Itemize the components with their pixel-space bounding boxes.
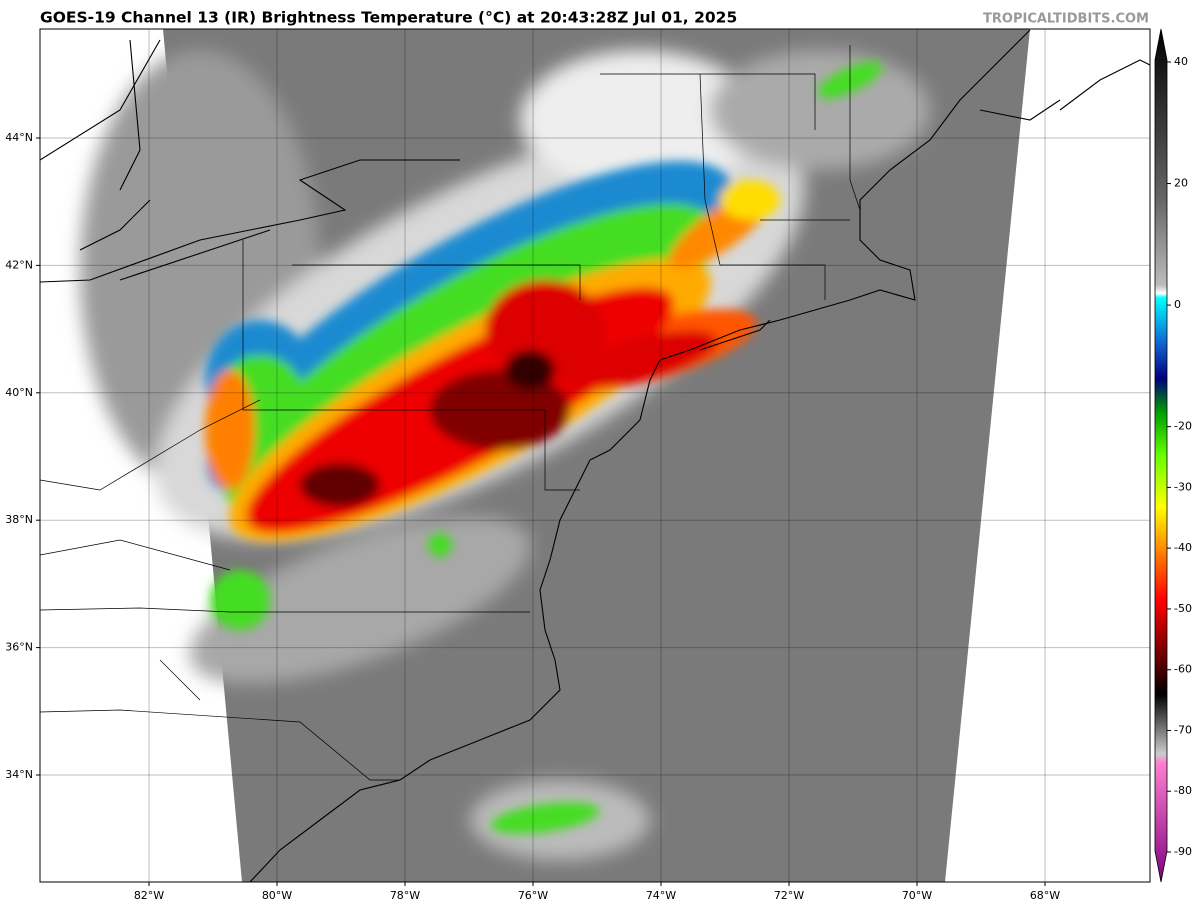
- lon-label: 80°W: [262, 889, 292, 902]
- lat-label: 42°N: [5, 258, 33, 271]
- map-frame: [39, 28, 1151, 883]
- lat-label: 40°N: [5, 386, 33, 399]
- colorbar-label: -90: [1174, 845, 1192, 858]
- atlantic-coast: [249, 29, 1031, 882]
- watermark: TROPICALTIDBITS.COM: [983, 12, 1149, 27]
- nova-scotia: [979, 59, 1150, 121]
- lon-label: 70°W: [902, 889, 932, 902]
- lon-label: 82°W: [134, 889, 164, 902]
- colorbar-label: -30: [1174, 480, 1192, 493]
- colorbar-label: -20: [1174, 420, 1192, 433]
- lat-label: 34°N: [5, 768, 33, 781]
- long-island: [699, 319, 771, 351]
- map-imagery: [80, 29, 1030, 882]
- colorbar-label: -60: [1174, 663, 1192, 676]
- state-borders: [40, 45, 861, 781]
- title: GOES-19 Channel 13 (IR) Brightness Tempe…: [40, 9, 737, 27]
- colorbar-label: 20: [1174, 177, 1188, 190]
- colorbar-label: -40: [1174, 541, 1192, 554]
- graticule: 44°N 42°N 40°N 38°N 36°N 34°N 82°W 80°W 78°W 76°W…: [5, 29, 1150, 902]
- colorbar-label: 40: [1174, 55, 1188, 68]
- lon-label: 76°W: [518, 889, 548, 902]
- colorbar-label: -80: [1174, 784, 1192, 797]
- lat-label: 44°N: [5, 131, 33, 144]
- lat-label: 38°N: [5, 513, 33, 526]
- great-lakes-shore: [40, 39, 460, 283]
- lat-label: 36°N: [5, 641, 33, 654]
- colorbar-label: -70: [1174, 723, 1192, 736]
- lon-label: 72°W: [774, 889, 804, 902]
- colorbar-ticks: 40 20 0 -20 -30 -40 -50 -60 -70 -80 -90: [1167, 55, 1192, 858]
- storm-cells: [205, 61, 883, 834]
- coastlines: [40, 29, 1150, 882]
- lon-label: 68°W: [1030, 889, 1060, 902]
- colorbar: 40 20 0 -20 -30 -40 -50 -60 -70 -80 -90: [1154, 28, 1192, 883]
- colorbar-label: -50: [1174, 602, 1192, 615]
- lon-label: 74°W: [646, 889, 676, 902]
- colorbar-ramp: [1154, 28, 1168, 883]
- colorbar-label: 0: [1174, 298, 1181, 311]
- lon-label: 78°W: [390, 889, 420, 902]
